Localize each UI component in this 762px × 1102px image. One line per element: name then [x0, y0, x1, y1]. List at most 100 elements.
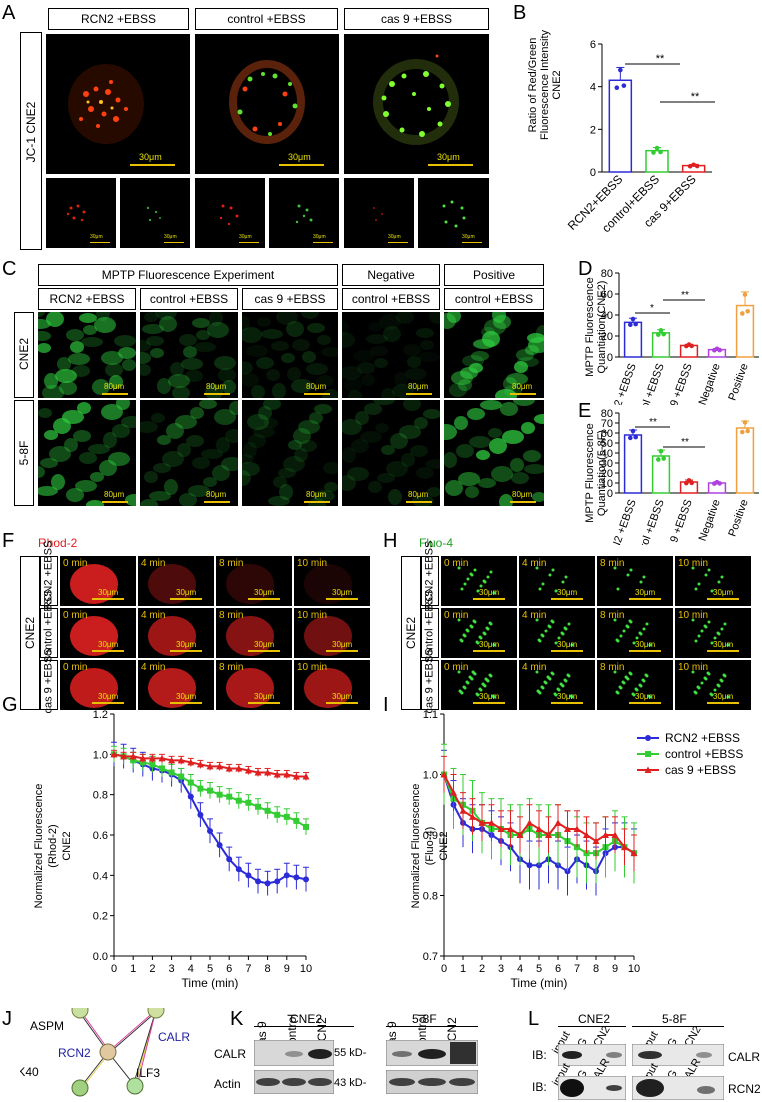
scale-bar [473, 650, 505, 652]
data-point [656, 457, 661, 462]
data-point [630, 849, 638, 857]
cell-blob [454, 416, 468, 430]
scale-label: 30μm [635, 640, 656, 649]
cell-blob [105, 363, 123, 377]
legend-marker [645, 751, 651, 757]
time-label: 10 min [297, 558, 328, 569]
calcium-spot [547, 624, 551, 628]
calcium-spot [625, 624, 629, 628]
cell-blob [101, 404, 123, 420]
data-point [244, 766, 252, 774]
scale-bar [707, 702, 739, 704]
cell-blob [403, 344, 421, 356]
calcium-spot [621, 680, 625, 684]
scale-label: 80μm [408, 490, 429, 499]
scale-bar [510, 393, 536, 395]
data-point [497, 825, 505, 832]
cell-blob [510, 458, 524, 472]
cell-body [70, 668, 118, 708]
calcium-spot [462, 633, 466, 637]
scale-bar [473, 598, 505, 600]
scale-label: 30μm [713, 640, 734, 649]
x-tick-label: 2 [149, 963, 155, 975]
cell-blob [447, 312, 461, 323]
cell-blob [381, 445, 395, 455]
scale-label: 30μm [98, 588, 119, 597]
scale-label: 30μm [479, 640, 500, 649]
data-point [478, 819, 486, 826]
data-point [110, 750, 118, 758]
data-point [573, 825, 581, 832]
y-tick-label: 0 [607, 352, 613, 364]
calcium-spot [566, 673, 570, 677]
cell-blob [72, 365, 90, 377]
x-axis-title: Time (min) [182, 976, 239, 990]
calcium-spot [693, 690, 697, 694]
panel-letter-h: H [383, 530, 398, 552]
scale-bar [406, 501, 432, 503]
x-tick-label: 9 [284, 963, 290, 975]
calcium-spot [479, 584, 483, 588]
calcium-spot [638, 683, 642, 687]
cell-blob [467, 408, 485, 420]
data-point [235, 866, 242, 873]
cell-blob [279, 484, 293, 500]
data-point [187, 758, 195, 766]
scale-label: 30μm [557, 588, 578, 597]
node-label-rcn2: RCN2 [58, 1046, 91, 1060]
data-point [177, 756, 185, 764]
calcium-cell [70, 668, 118, 708]
calcium-image: 10 min 30μm [675, 608, 751, 658]
cell-blob [351, 439, 369, 453]
jc1-red-control: 30μm [195, 178, 265, 248]
cell-blob [79, 452, 97, 464]
cell-blob [218, 368, 236, 382]
cell-blob [166, 423, 184, 439]
data-point [742, 292, 748, 297]
mptp-image: 80μm [242, 400, 338, 506]
scale-bar [248, 702, 280, 704]
node-aspm [71, 1008, 89, 1019]
cell-blob [264, 418, 278, 428]
data-point [630, 316, 636, 322]
data-point [130, 757, 137, 764]
edge [132, 1009, 157, 1087]
data-point [245, 872, 252, 879]
scale-bar [170, 702, 202, 704]
data-point [661, 331, 666, 337]
data-point [628, 435, 633, 441]
calcium-spot [471, 670, 475, 674]
cell-blob [316, 375, 334, 387]
chart-e-sig-1: ** [649, 417, 657, 428]
scale-label: 30μm [437, 152, 460, 162]
panel-c-header-positive: Positive [444, 264, 544, 286]
time-label: 4 min [522, 610, 547, 621]
scale-bar [629, 702, 661, 704]
scale-bar [510, 501, 536, 503]
calcium-spot [691, 618, 695, 622]
cell-blob [79, 313, 97, 323]
calcium-spot [476, 589, 480, 593]
data-point [283, 771, 291, 778]
cell-blob [242, 454, 254, 464]
calcium-spot [567, 622, 571, 626]
cell-blob [344, 378, 362, 392]
calcium-spot [538, 587, 542, 591]
cell-blob [317, 335, 331, 345]
y-tick-label: 50 [601, 438, 613, 450]
cell-blob [368, 481, 382, 493]
cell-blob [155, 312, 177, 320]
cell-blob [216, 437, 230, 453]
data-point [149, 761, 156, 768]
calcium-spot [722, 673, 726, 677]
calcium-spot [710, 589, 714, 593]
x-tick-label: RCN2 +EBSS [604, 498, 639, 545]
scale-label: 30μm [635, 692, 656, 701]
cell-blob [66, 488, 84, 502]
cell-blob [449, 383, 467, 397]
time-label: 4 min [141, 558, 166, 569]
calcium-spot [485, 626, 489, 630]
scale-label: 30μm [332, 640, 353, 649]
calcium-spot [563, 678, 567, 682]
cell-body [226, 616, 274, 656]
